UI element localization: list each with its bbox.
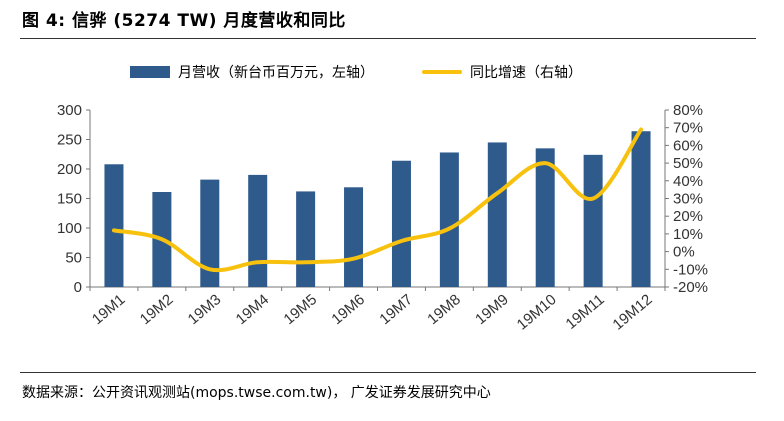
y-left-tick-label: 50	[65, 250, 82, 267]
revenue-bar	[391, 160, 411, 287]
y-left-tick-label: 200	[57, 161, 82, 178]
chart-legend: 月营收（新台币百万元，左轴） 同比增速（右轴）	[130, 62, 582, 82]
revenue-bar	[296, 191, 316, 287]
x-tick-label: 19M6	[328, 291, 368, 328]
y-left-tick-label: 300	[57, 102, 82, 119]
y-left-tick-label: 100	[57, 220, 82, 237]
legend-item-yoy: 同比增速（右轴）	[384, 62, 582, 82]
x-tick-label: 19M11	[562, 291, 607, 333]
y-left-tick-label: 150	[57, 191, 82, 208]
x-tick-label: 19M1	[89, 291, 129, 328]
x-tick-label: 19M5	[281, 291, 321, 328]
y-right-tick-label: 80%	[673, 102, 703, 119]
revenue-bar	[487, 142, 507, 287]
y-right-tick-label: 70%	[673, 120, 703, 137]
x-tick-label: 19M3	[185, 291, 225, 328]
legend-item-revenue: 月营收（新台币百万元，左轴）	[130, 62, 374, 82]
revenue-bar	[248, 174, 268, 287]
y-right-tick-label: 60%	[673, 137, 703, 154]
source-note: 数据来源：公开资讯观测站(mops.twse.com.tw)， 广发证券发展研究…	[22, 385, 491, 401]
y-right-tick-label: 30%	[673, 191, 703, 208]
revenue-bar	[583, 154, 603, 287]
revenue-bar	[104, 164, 124, 287]
y-right-tick-label: -20%	[673, 279, 708, 296]
revenue-bar	[439, 152, 459, 287]
revenue-bar	[344, 187, 364, 287]
y-right-tick-label: -10%	[673, 261, 708, 278]
x-tick-label: 19M7	[376, 291, 416, 328]
top-rule	[20, 38, 756, 39]
x-tick-label: 19M8	[424, 291, 464, 328]
figure-title: 图 4: 信骅 (5274 TW) 月度营收和同比	[22, 11, 346, 31]
y-left-tick-label: 250	[57, 132, 82, 149]
y-right-tick-label: 50%	[673, 155, 703, 172]
legend-swatch-line	[422, 70, 462, 74]
bottom-rule	[20, 372, 756, 373]
y-right-tick-label: 20%	[673, 208, 703, 225]
revenue-chart: 0 50 100 150 200 250 300 -20%-10%0%10%20%30%40%…	[57, 102, 708, 334]
revenue-bar	[200, 179, 220, 287]
legend-label-revenue: 月营收（新台币百万元，左轴）	[178, 65, 374, 81]
legend-label-yoy: 同比增速（右轴）	[470, 65, 582, 81]
legend-swatch-bar	[130, 66, 170, 78]
x-tick-label: 19M9	[472, 291, 512, 328]
x-tick-label: 19M2	[137, 291, 177, 328]
x-tick-label: 19M12	[610, 291, 656, 334]
x-tick-label: 19M10	[514, 291, 560, 334]
revenue-bar	[535, 148, 555, 287]
y-right-tick-label: 10%	[673, 226, 703, 243]
y-right-tick-label: 40%	[673, 173, 703, 190]
y-left-tick-label: 0	[74, 279, 82, 296]
x-tick-label: 19M4	[233, 291, 273, 328]
revenue-bar	[631, 131, 651, 287]
y-right-tick-label: 0%	[673, 244, 695, 261]
yoy-growth-line	[111, 127, 644, 273]
